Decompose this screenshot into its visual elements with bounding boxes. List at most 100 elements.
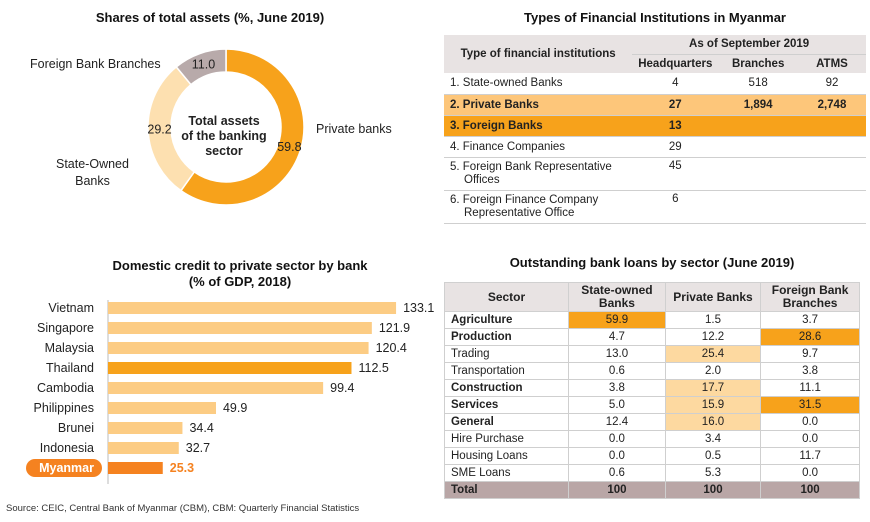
bar-value-label: 34.4 [189, 421, 213, 435]
inst-hq: 4 [632, 73, 719, 95]
table-row: General 12.4 16.0 0.0 [444, 413, 860, 431]
loan-fbb: 3.8 [760, 362, 860, 380]
pie-value-label: 29.2 [147, 123, 171, 137]
loans-col-private: Private Banks [664, 282, 762, 312]
inst-branches [718, 157, 798, 191]
inst-hq: 6 [632, 190, 719, 224]
loan-sob: 12.4 [568, 413, 666, 431]
bar-category-label: Vietnam [48, 301, 94, 315]
loan-sector: Services [444, 396, 569, 414]
loan-pb: 100 [664, 481, 762, 499]
bar-category-highlight [26, 459, 102, 477]
loan-pb: 3.4 [664, 430, 762, 448]
inst-hq: 29 [632, 136, 719, 158]
bar-value-label: 32.7 [186, 441, 210, 455]
bar-value-label: 120.4 [376, 341, 407, 355]
source-note: Source: CEIC, Central Bank of Myanmar (C… [6, 503, 360, 514]
loan-fbb: 0.0 [760, 413, 860, 431]
loan-sector: Transportation [444, 362, 569, 380]
loans-col-state-owned: State-owned Banks [568, 282, 666, 312]
inst-atms [797, 190, 866, 224]
bar-chart: Vietnam 133.1 Singapore 121.9 Malaysia 120.4 T… [26, 300, 434, 484]
inst-name: 5. Foreign Bank Representative Offices [444, 157, 633, 191]
loan-sector: Production [444, 328, 569, 346]
inst-col-branches: Branches [718, 54, 798, 73]
table-row: Trading 13.0 25.4 9.7 [444, 345, 860, 363]
inst-branches [718, 136, 798, 158]
table-row: Housing Loans 0.0 0.5 11.7 [444, 447, 860, 465]
bar-category-label: Malaysia [45, 341, 94, 355]
loans-col-foreign: Foreign Bank Branches [760, 282, 860, 312]
bar [108, 402, 216, 414]
loan-sector: Agriculture [444, 311, 569, 329]
inst-name: 6. Foreign Finance Company Representativ… [444, 190, 633, 224]
loans-col-foreign-line1: Foreign Bank [771, 283, 849, 297]
table-row: Construction 3.8 17.7 11.1 [444, 379, 860, 397]
loan-pb: 16.0 [664, 413, 762, 431]
table-row: 2. Private Banks 27 1,894 2,748 [444, 94, 866, 116]
bar-value-label: 49.9 [223, 401, 247, 415]
loan-fbb: 9.7 [760, 345, 860, 363]
credit-title: Domestic credit to private sector by ban… [40, 258, 440, 290]
inst-col-group: As of September 2019 [632, 35, 866, 55]
loan-sector: Total [444, 481, 569, 499]
pie-center-label: Total assets of the banking sector [178, 114, 270, 159]
inst-branches: 518 [718, 73, 798, 95]
inst-atms [797, 157, 866, 191]
inst-hq: 13 [632, 115, 719, 137]
inst-name-line1: 5. Foreign Bank Representative [450, 160, 612, 173]
table-row-total: Total 100 100 100 [444, 481, 860, 499]
loans-col-state-owned-line2: Banks [598, 296, 635, 310]
pie-label-state-owned-banks: State-Owned Banks [56, 156, 129, 190]
loan-pb: 1.5 [664, 311, 762, 329]
loans-table: Sector State-owned Banks Private Banks F… [444, 282, 860, 499]
inst-name-line1: 6. Foreign Finance Company [450, 193, 599, 206]
inst-hq: 45 [632, 157, 719, 191]
table-row: 1. State-owned Banks 4 518 92 [444, 73, 866, 95]
loan-sob: 100 [568, 481, 666, 499]
bar-value-label: 121.9 [379, 321, 410, 335]
inst-atms: 92 [797, 73, 866, 95]
institutions-title: Types of Financial Institutions in Myanm… [524, 10, 786, 25]
inst-name-line2: Representative Office [464, 206, 575, 219]
loan-fbb: 0.0 [760, 430, 860, 448]
inst-atms [797, 136, 866, 158]
loan-fbb: 100 [760, 481, 860, 499]
loan-sector: General [444, 413, 569, 431]
inst-branches: 1,894 [718, 94, 798, 116]
loan-sector: Construction [444, 379, 569, 397]
bar [108, 362, 352, 374]
bar [108, 382, 324, 394]
table-row: Services 5.0 15.9 31.5 [444, 396, 860, 414]
table-row: 6. Foreign Finance Company Representativ… [444, 190, 866, 224]
inst-name: 4. Finance Companies [444, 136, 633, 158]
loan-sector: Hire Purchase [444, 430, 569, 448]
pie-center-line2: of the banking [181, 129, 267, 143]
loan-fbb: 28.6 [760, 328, 860, 346]
inst-name: 2. Private Banks [444, 94, 633, 116]
bar-category-label: Brunei [58, 421, 94, 435]
inst-col-atms: ATMS [797, 54, 866, 73]
loan-pb: 2.0 [664, 362, 762, 380]
loan-sector: Housing Loans [444, 447, 569, 465]
bar-category-label: Philippines [34, 401, 94, 415]
bar [108, 302, 397, 314]
table-row: 4. Finance Companies 29 [444, 136, 866, 158]
bar-value-label: 112.5 [358, 361, 388, 375]
loan-sob: 0.0 [568, 447, 666, 465]
pie-label-foreign-bank-branches: Foreign Bank Branches [30, 57, 161, 71]
pie-label-state-owned-line2: Banks [75, 174, 110, 188]
loan-fbb: 0.0 [760, 464, 860, 482]
loans-col-foreign-line2: Branches [782, 296, 838, 310]
loan-pb: 25.4 [664, 345, 762, 363]
loan-sob: 13.0 [568, 345, 666, 363]
inst-name-line2: Offices [464, 173, 500, 186]
loan-pb: 12.2 [664, 328, 762, 346]
loan-sob: 4.7 [568, 328, 666, 346]
pie-slice [179, 48, 305, 206]
pie-chart: 59.8 29.2 11.0 [147, 48, 305, 206]
table-row: Agriculture 59.9 1.5 3.7 [444, 311, 860, 329]
loan-sob: 5.0 [568, 396, 666, 414]
bar-value-label: 99.4 [330, 381, 354, 395]
loan-fbb: 3.7 [760, 311, 860, 329]
